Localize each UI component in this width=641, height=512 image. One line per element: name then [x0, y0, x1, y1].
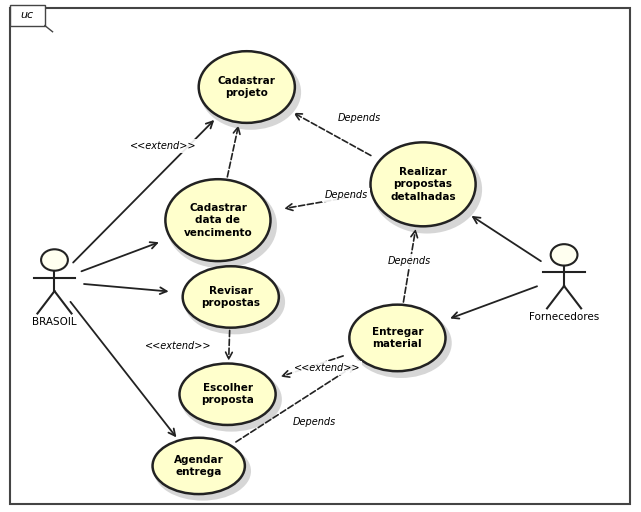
- Ellipse shape: [167, 182, 277, 268]
- Text: Depends: Depends: [387, 256, 431, 266]
- Text: Cadastrar
data de
vencimento: Cadastrar data de vencimento: [183, 203, 253, 238]
- Ellipse shape: [153, 438, 245, 494]
- Ellipse shape: [154, 441, 251, 501]
- Circle shape: [41, 249, 68, 271]
- Text: Depends: Depends: [324, 189, 368, 200]
- Ellipse shape: [181, 367, 282, 432]
- Ellipse shape: [351, 308, 452, 378]
- Text: Entregar
material: Entregar material: [372, 327, 423, 349]
- Text: uc: uc: [21, 10, 34, 20]
- Text: <<extend>>: <<extend>>: [130, 141, 197, 151]
- Text: Depends: Depends: [337, 113, 381, 123]
- Ellipse shape: [199, 51, 295, 123]
- Text: Agendar
entrega: Agendar entrega: [174, 455, 224, 477]
- Text: Fornecedores: Fornecedores: [529, 312, 599, 322]
- FancyBboxPatch shape: [10, 8, 630, 504]
- Text: Realizar
propostas
detalhadas: Realizar propostas detalhadas: [390, 167, 456, 202]
- Ellipse shape: [165, 179, 271, 261]
- Ellipse shape: [349, 305, 445, 371]
- Circle shape: [551, 244, 578, 266]
- Text: <<extend>>: <<extend>>: [294, 362, 360, 373]
- Ellipse shape: [184, 270, 285, 334]
- FancyBboxPatch shape: [10, 5, 45, 26]
- Text: Depends: Depends: [292, 417, 336, 428]
- Ellipse shape: [372, 145, 482, 233]
- Ellipse shape: [200, 55, 301, 130]
- Ellipse shape: [183, 266, 279, 328]
- Text: Revisar
propostas: Revisar propostas: [201, 286, 260, 308]
- Text: Escolher
proposta: Escolher proposta: [201, 383, 254, 406]
- Text: BRASOIL: BRASOIL: [32, 317, 77, 327]
- Ellipse shape: [179, 364, 276, 425]
- Text: <<extend>>: <<extend>>: [145, 340, 212, 351]
- Ellipse shape: [370, 142, 476, 226]
- Text: Cadastrar
projeto: Cadastrar projeto: [218, 76, 276, 98]
